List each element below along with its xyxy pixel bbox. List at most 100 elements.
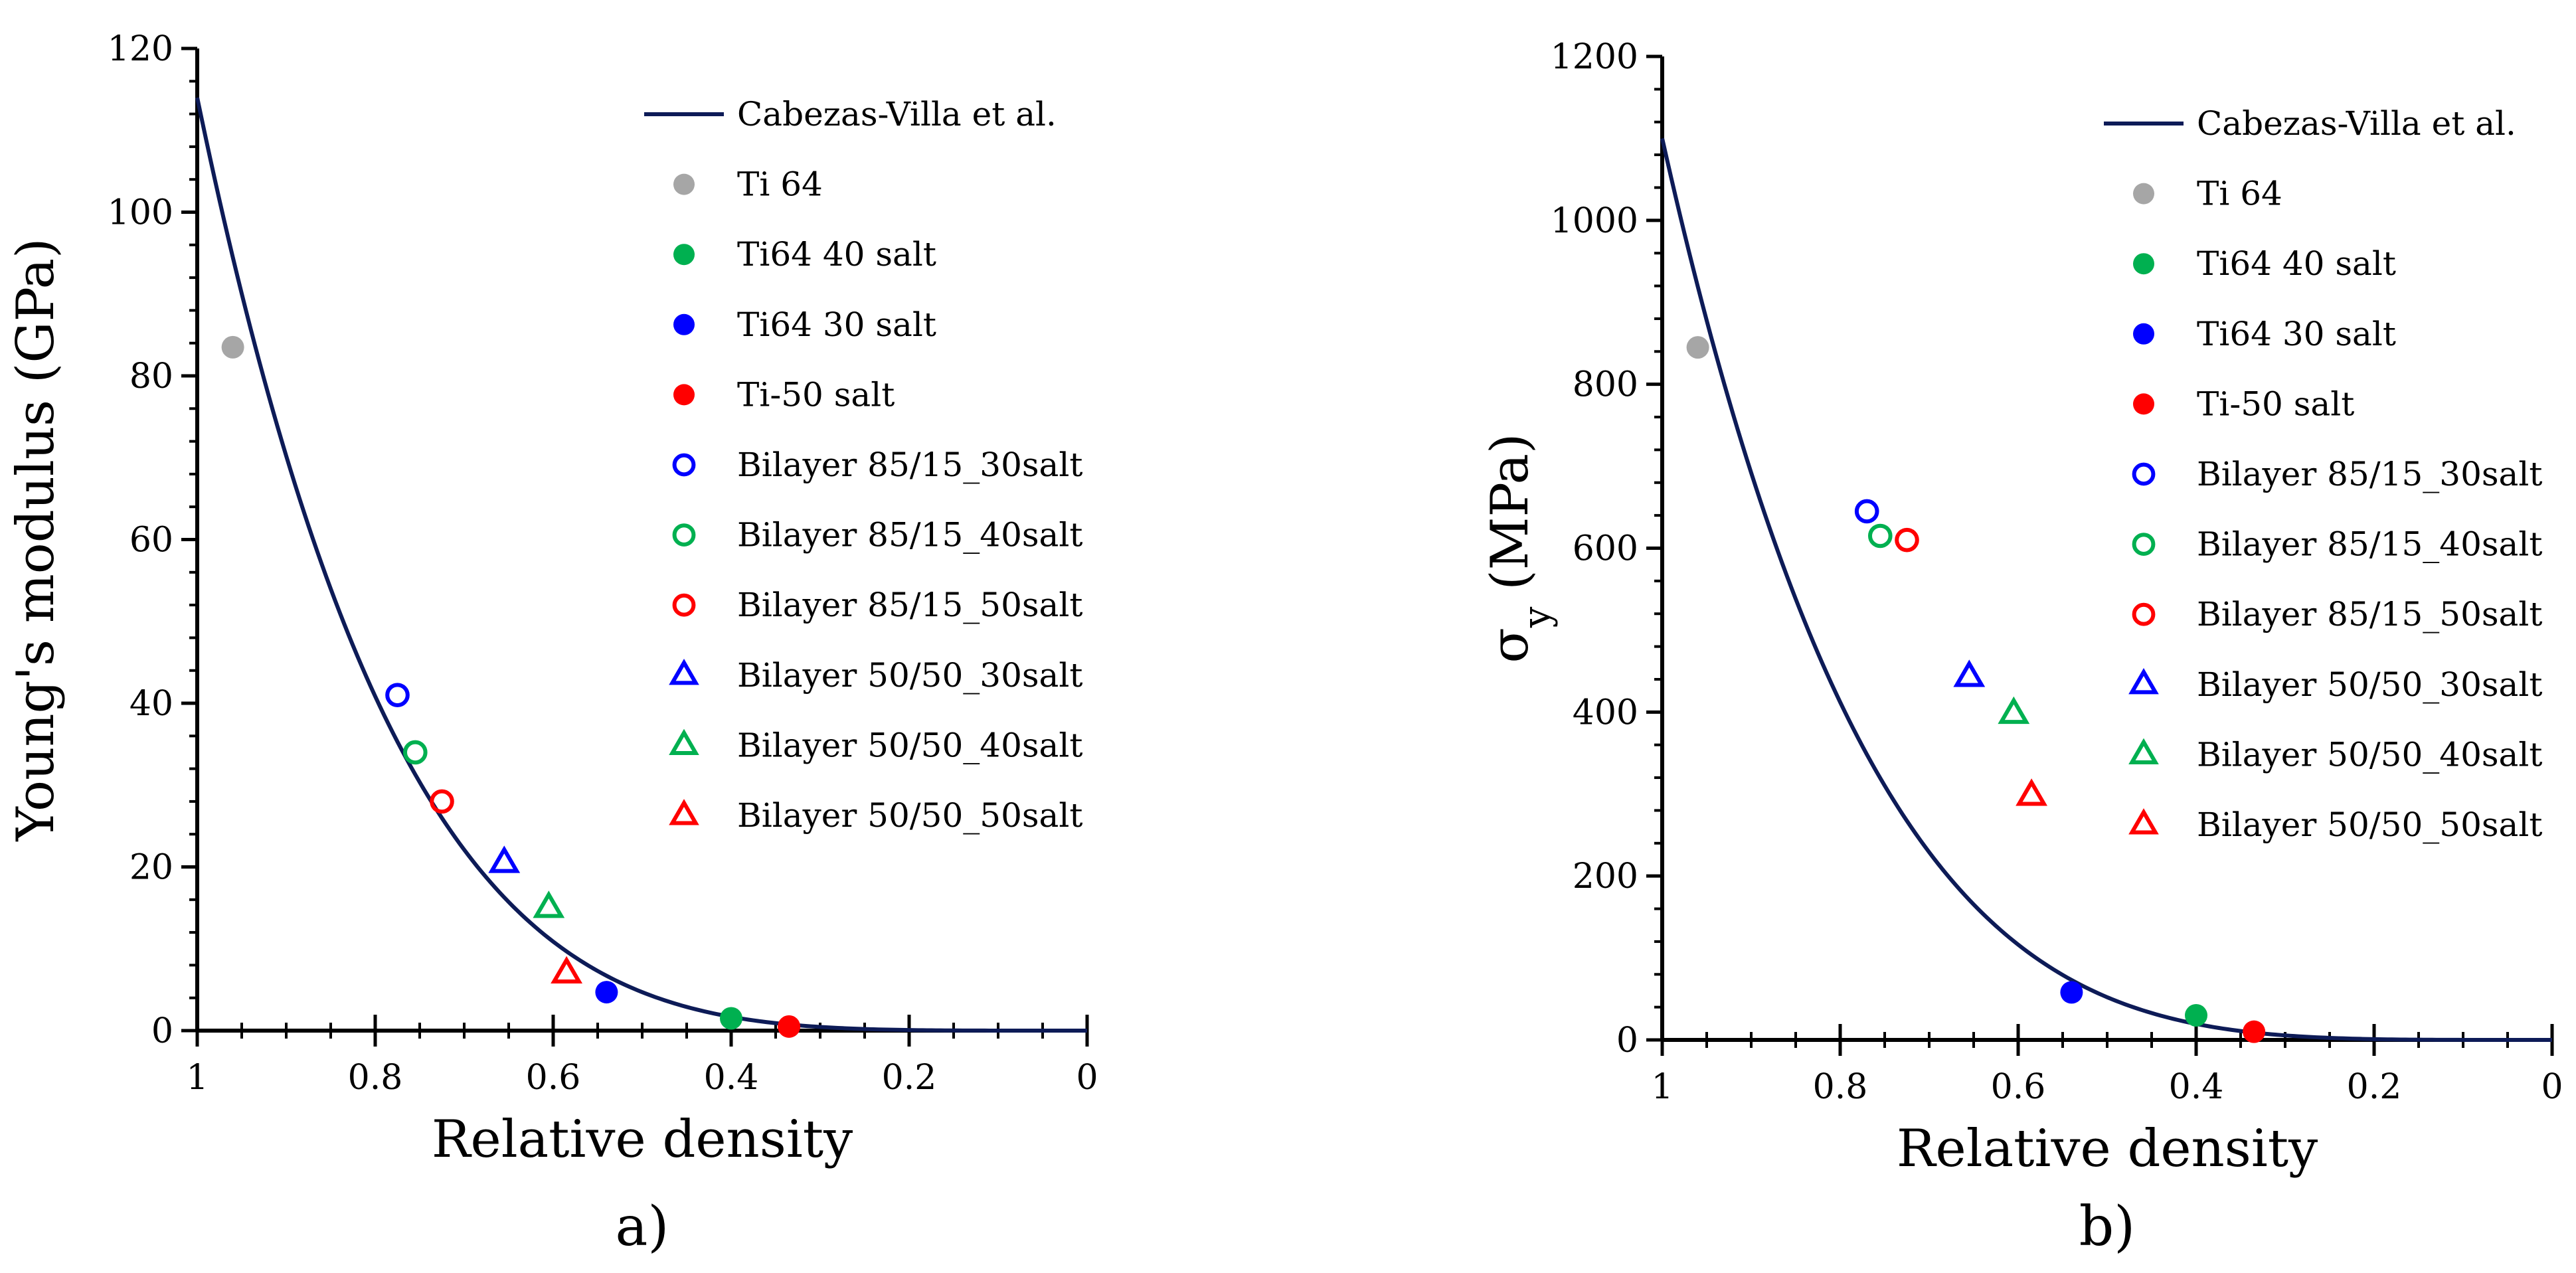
y-tick-label: 600 xyxy=(1573,529,1638,569)
legend-marker xyxy=(2128,667,2159,695)
x-tick-label: 0 xyxy=(1076,1058,1098,1098)
legend-label: Bilayer 85/15_30salt xyxy=(2197,455,2542,493)
x-tick-label: 1 xyxy=(1651,1067,1673,1107)
data-point xyxy=(1895,527,1919,552)
x-tick-label: 0.4 xyxy=(704,1058,759,1098)
data-point xyxy=(595,981,618,1004)
legend-label: Bilayer 50/50_40salt xyxy=(2197,735,2542,774)
y-tick-label: 100 xyxy=(108,193,173,233)
x-tick-label: 0.4 xyxy=(2169,1067,2224,1107)
legend-marker xyxy=(2133,183,2154,205)
data-point xyxy=(2243,1020,2266,1043)
legend: Cabezas-Villa et al. Ti 64 Ti64 40 salt Ti6… xyxy=(644,95,1082,835)
data-point xyxy=(488,845,521,873)
data-point xyxy=(2060,981,2083,1004)
legend-label: Ti64 40 salt xyxy=(2197,244,2396,283)
data-point xyxy=(385,683,410,707)
x-tick-label: 0.2 xyxy=(2347,1067,2402,1107)
legend-label: Cabezas-Villa et al. xyxy=(2197,104,2516,143)
legend-marker xyxy=(672,593,696,617)
legend-label: Ti64 40 salt xyxy=(737,235,936,274)
y-tick-label: 80 xyxy=(129,357,173,396)
y-axis-title: Young's modulus (GPa) xyxy=(6,238,66,841)
y-axis-title-unit: (MPa) xyxy=(1480,434,1540,607)
legend-marker xyxy=(673,173,695,195)
legend-marker xyxy=(673,313,695,335)
legend-label: Bilayer 50/50_50salt xyxy=(2197,806,2542,844)
legend-marker xyxy=(2132,602,2156,626)
x-axis-title: Relative density xyxy=(432,1110,853,1169)
legend-marker xyxy=(672,453,696,477)
data-point xyxy=(1953,659,1986,687)
y-tick-label: 20 xyxy=(129,848,173,888)
legend-label: Ti 64 xyxy=(2197,175,2282,213)
y-tick-label: 0 xyxy=(1616,1021,1638,1061)
panel-a-chart: 1 0.8 0.6 0.4 0.2 0 0 20 40 60 80 100 120 Cabezas-Vil… xyxy=(6,29,1098,1258)
y-tick-label: 1200 xyxy=(1551,37,1638,77)
y-axis-title-symbol: σ xyxy=(1480,628,1540,663)
legend-label: Bilayer 85/15_50salt xyxy=(2197,595,2542,634)
legend-marker xyxy=(2132,533,2156,556)
y-tick-label: 800 xyxy=(1573,365,1638,405)
data-point xyxy=(1854,499,1879,524)
legend-marker xyxy=(673,244,695,266)
y-tick-label: 0 xyxy=(151,1011,173,1051)
y-tick-label: 1000 xyxy=(1551,201,1638,241)
panel-label: a) xyxy=(616,1195,669,1258)
fit-curve-line xyxy=(195,97,1087,1033)
data-point xyxy=(430,789,454,814)
y-tick-label: 60 xyxy=(129,521,173,560)
data-point xyxy=(533,891,565,918)
legend-marker xyxy=(2133,393,2154,415)
data-point xyxy=(2016,778,2048,806)
legend-marker xyxy=(2133,253,2154,275)
y-tick-label: 200 xyxy=(1573,857,1638,896)
y-tick-label: 40 xyxy=(129,684,173,724)
legend-marker xyxy=(669,728,699,755)
legend-label: Bilayer 85/15_30salt xyxy=(737,446,1082,484)
fit-curve-line xyxy=(1660,137,2552,1042)
legend-marker xyxy=(2128,738,2159,764)
data-point xyxy=(1686,336,1709,359)
x-tick-label: 0.2 xyxy=(882,1058,937,1098)
legend-label: Bilayer 50/50_30salt xyxy=(2197,665,2542,704)
x-tick-label: 0.8 xyxy=(348,1058,403,1098)
legend-label: Ti 64 xyxy=(737,165,823,204)
data-point xyxy=(720,1007,742,1030)
data-point xyxy=(403,740,428,765)
data-point xyxy=(778,1015,801,1038)
panel-b-chart: 1 0.8 0.6 0.4 0.2 0 0 200 400 600 800 1000 1200 Cabez… xyxy=(1480,37,2563,1258)
legend-marker xyxy=(673,384,695,406)
data-point xyxy=(1868,523,1893,549)
x-axis-title: Relative density xyxy=(1897,1119,2318,1179)
x-tick-label: 0.8 xyxy=(1813,1067,1868,1107)
legend-label: Ti-50 salt xyxy=(737,375,895,414)
y-tick-label: 120 xyxy=(108,29,173,69)
legend-marker xyxy=(669,799,699,825)
legend-label: Bilayer 85/15_40salt xyxy=(737,516,1082,554)
legend-label: Ti64 30 salt xyxy=(2197,315,2396,353)
legend-marker xyxy=(2133,323,2154,345)
legend-label: Bilayer 50/50_40salt xyxy=(737,726,1082,764)
legend-label: Cabezas-Villa et al. xyxy=(737,95,1057,133)
legend-marker xyxy=(2132,462,2156,486)
legend-marker xyxy=(672,523,696,547)
y-axis-title-subscript: y xyxy=(1515,606,1559,628)
x-tick-label: 0.6 xyxy=(1991,1067,2046,1107)
legend: Cabezas-Villa et al. Ti 64 Ti64 40 salt Ti6… xyxy=(2104,104,2542,844)
legend-label: Bilayer 50/50_50salt xyxy=(737,796,1082,835)
y-tick-label: 400 xyxy=(1573,693,1638,732)
x-tick-label: 0.6 xyxy=(526,1058,581,1098)
data-point xyxy=(2185,1003,2207,1027)
legend-label: Bilayer 85/15_50salt xyxy=(737,586,1082,624)
x-tick-label: 1 xyxy=(186,1058,208,1098)
x-tick-label: 0 xyxy=(2541,1067,2563,1107)
legend-label: Ti64 30 salt xyxy=(737,305,936,344)
legend-label: Ti-50 salt xyxy=(2197,384,2354,423)
legend-marker xyxy=(2128,808,2159,835)
data-point xyxy=(551,956,583,983)
data-point xyxy=(1998,696,2030,724)
legend-label: Bilayer 50/50_30salt xyxy=(737,656,1082,695)
legend-label: Bilayer 85/15_40salt xyxy=(2197,525,2542,564)
